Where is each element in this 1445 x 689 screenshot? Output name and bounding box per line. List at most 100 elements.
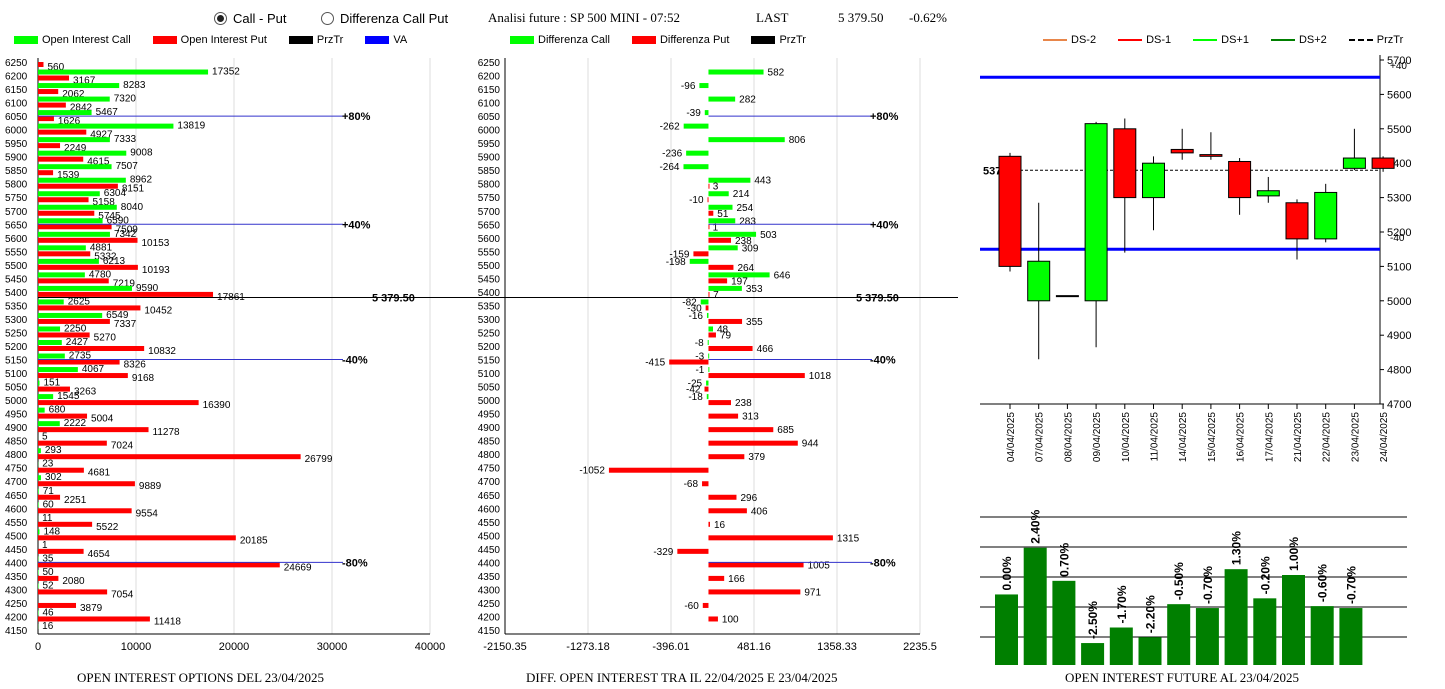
data-label-call: 5467: [96, 107, 119, 118]
bar-pct: [1052, 580, 1076, 665]
data-label-call: 9008: [130, 148, 153, 159]
y-tick-label: 4800: [1387, 365, 1411, 377]
data-label-diff-call: -8: [695, 338, 704, 349]
bar-diff-call: [683, 164, 709, 170]
marker-label: +40%: [870, 219, 899, 231]
y-tick-label: 5150: [5, 356, 28, 367]
x-tick-label: 10/04/2025: [1121, 412, 1132, 462]
y-tick-label: 4650: [478, 491, 501, 502]
data-label-diff-put: -415: [645, 358, 665, 369]
bar-diff-put: [708, 237, 731, 243]
bar-diff-call: [708, 137, 785, 143]
bar-put: [38, 346, 145, 351]
data-label-diff-put: 1: [713, 222, 719, 233]
bar-call: [38, 394, 54, 400]
y-tick-label: 5300: [1387, 193, 1411, 205]
y-tick-label: 4850: [478, 437, 501, 448]
bar-pct: [1253, 598, 1277, 665]
data-label-diff-put: 51: [717, 209, 729, 220]
bar-diff-call: [708, 285, 742, 291]
y-tick-label: 4900: [5, 423, 28, 434]
bar-diff-put: [708, 413, 739, 419]
data-label-put: 10452: [144, 305, 172, 316]
candle-body: [1228, 160, 1252, 199]
bar-put: [38, 237, 138, 243]
bar-call: [38, 83, 120, 89]
data-label-put: 3879: [80, 603, 103, 614]
y-tick-label: 4550: [478, 518, 501, 529]
data-label-diff-put: 944: [802, 439, 819, 450]
legend-line: [1043, 39, 1067, 41]
bar-diff-put: [677, 548, 709, 554]
data-label-diff-put: 197: [731, 276, 748, 287]
y-tick-label: 6000: [478, 126, 501, 137]
candle-body: [1199, 154, 1223, 157]
bar-call: [38, 245, 86, 251]
y-tick-label: 5400: [5, 288, 28, 299]
bar-call: [38, 583, 39, 589]
chart-future-candles: 4700480049005000510052005300540055005600…: [980, 55, 1411, 462]
y-tick-label: 4150: [478, 626, 501, 637]
bar-diff-put: [708, 494, 737, 500]
data-label-put: 11278: [153, 427, 181, 438]
bar-put: [38, 562, 280, 568]
y-tick-label: 6100: [5, 99, 28, 110]
bar-diff-put: [708, 291, 710, 297]
data-label-call: 6590: [107, 215, 130, 226]
bar-call: [38, 502, 39, 508]
data-label-call: 148: [43, 526, 60, 537]
data-label-diff-call: 582: [768, 68, 785, 79]
x-tick-label: -1273.18: [566, 641, 609, 653]
legend-swatch: [365, 36, 390, 44]
data-label-pct: 1.00%: [1287, 537, 1301, 571]
bar-put: [38, 481, 135, 487]
y-tick-label: 5950: [5, 139, 28, 150]
data-label-diff-put: -30: [687, 303, 702, 314]
bar-diff-call: [708, 69, 764, 75]
data-label-put: 9889: [139, 481, 162, 492]
legend-swatch: [288, 36, 313, 44]
marker-label: +80%: [342, 111, 371, 123]
y-tick-label: 4200: [5, 612, 28, 623]
bar-put: [38, 210, 95, 216]
data-label-call: 23: [42, 459, 54, 470]
bar-diff-put: [708, 373, 805, 379]
data-label-pct: -1.70%: [1115, 585, 1129, 623]
y-tick-label: 5550: [5, 247, 28, 258]
data-label-put: 4654: [88, 549, 111, 560]
x-tick-label: 14/04/2025: [1178, 412, 1189, 462]
data-label-put: 3167: [73, 76, 96, 87]
radio-call-put[interactable]: Call - Put: [214, 11, 286, 26]
y-tick-label: 5750: [5, 193, 28, 204]
data-label-diff-call: 254: [737, 203, 754, 214]
bar-call: [38, 191, 100, 197]
x-tick-label: 40000: [415, 641, 446, 653]
y-tick-label: 4700: [1387, 399, 1411, 411]
radio-unselected-icon[interactable]: [321, 12, 334, 25]
bar-call: [38, 312, 103, 318]
legend-label: PrzTr: [1376, 34, 1404, 46]
bar-call: [38, 407, 45, 413]
data-label-diff-put: -68: [684, 479, 699, 490]
marker-label: 5 379.50: [856, 292, 899, 304]
bar-diff-put: [708, 346, 753, 351]
bar-put: [38, 575, 59, 581]
data-label-call: 1545: [57, 391, 80, 402]
y-tick-label: 5500: [5, 261, 28, 272]
y-tick-label: 4600: [5, 504, 28, 515]
legend-future: DS-2 DS-1 DS+1 DS+2 PrzTr: [1043, 34, 1417, 46]
legend-label: DS+2: [1298, 34, 1327, 46]
caption-right: OPEN INTEREST FUTURE AL 23/04/2025: [1065, 670, 1300, 685]
data-label-put: 10832: [148, 346, 176, 357]
bar-diff-put: [702, 602, 709, 608]
bar-put: [38, 116, 54, 122]
data-label-pct: -0.50%: [1172, 562, 1186, 600]
y-tick-label: 4900: [1387, 330, 1411, 342]
bar-diff-put: [708, 427, 774, 433]
y-tick-label: 5700: [1387, 55, 1411, 67]
radio-selected-icon[interactable]: [214, 12, 227, 25]
bar-diff-put: [702, 481, 709, 487]
y-tick-label: 5950: [478, 139, 501, 150]
radio-diff[interactable]: Differenza Call Put: [321, 11, 448, 26]
data-label-put: 5522: [96, 522, 119, 533]
